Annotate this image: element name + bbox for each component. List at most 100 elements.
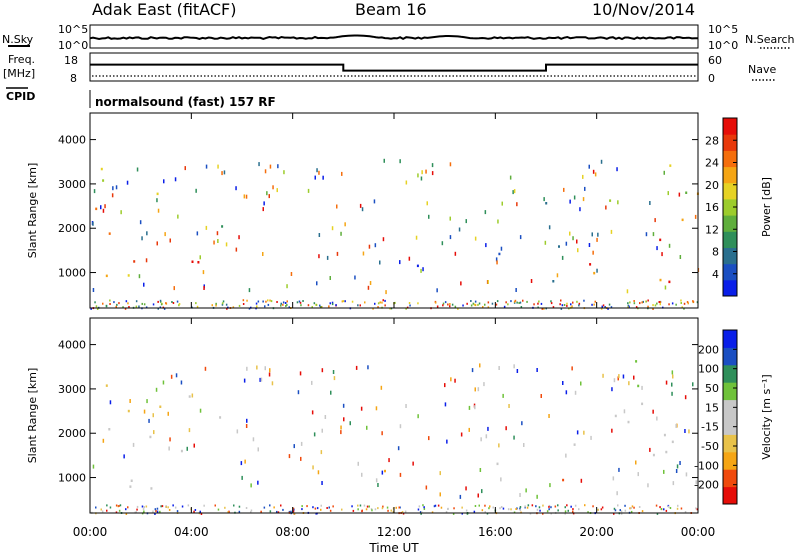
power-cell [105,305,108,308]
power-cell [138,305,140,308]
velocity-cell [616,491,618,496]
power-cell [195,302,197,305]
velocity-cell [548,508,550,511]
velocity-cell [273,506,275,509]
velocity-cell [437,504,440,507]
power-cell [178,304,180,307]
velocity-cell [481,489,483,494]
power-cell [152,303,155,306]
velocity-cell [299,371,302,376]
velocity-cell [630,507,632,510]
power-cell [582,174,584,179]
colorbar-tick-label: 16 [705,201,719,214]
power-cell [135,305,138,308]
velocity-cell [127,506,129,509]
power-cell [667,191,669,196]
power-cell [265,300,267,303]
power-cell [578,304,580,307]
velocity-cell [613,512,615,515]
power-cell [335,304,337,307]
velocity-cell [676,464,679,469]
power-cell [143,303,146,306]
velocity-cell [461,512,463,515]
velocity-cell [269,510,272,513]
power-cell [385,290,387,295]
colorbar-segment [723,486,737,505]
power-cell [563,187,565,192]
power-cell [519,235,522,240]
power-cell [408,256,411,261]
velocity-cell [479,468,482,472]
velocity-cell [381,507,384,510]
velocity-cell [317,470,320,475]
power-cell [242,303,245,305]
velocity-cell [382,505,384,508]
power-cell [656,246,658,251]
velocity-cell [421,511,423,514]
power-cell [156,198,158,203]
velocity-cell [320,450,323,455]
colorbar-segment [723,182,737,200]
power-cell [678,192,681,197]
power-cell [326,255,329,260]
power-cell [680,302,682,304]
power-cell [560,307,563,310]
velocity-cell [143,506,145,509]
velocity-cell [474,387,476,392]
velocity-cell [108,428,111,431]
velocity-cell [419,511,422,514]
power-cell [522,299,524,302]
velocity-cell [513,435,515,440]
colorbar-segment [723,330,737,348]
velocity-cell [667,505,670,508]
power-cell [495,257,498,262]
colorbar-tick-label: -50 [701,440,719,453]
velocity-cell [169,437,171,442]
velocity-cell [637,384,640,388]
velocity-cell [119,504,122,507]
power-cell [359,203,362,208]
velocity-cell [618,374,620,379]
velocity-cell [536,508,539,511]
power-cell [143,282,145,287]
velocity-cell [500,506,503,508]
velocity-cell [199,408,202,413]
velocity-cell [483,382,485,387]
velocity-cell [361,509,363,512]
velocity-cell [340,430,342,435]
power-cell [284,302,287,304]
velocity-cell [565,453,567,458]
power-cell [298,300,301,303]
power-cell [139,220,142,225]
power-cell [329,302,331,305]
velocity-cell [574,390,577,395]
power-cell [341,300,344,303]
velocity-cell [268,372,271,377]
power-cell [351,300,354,303]
velocity-cell [629,507,631,510]
velocity-cell [292,510,295,513]
power-cell [451,303,454,306]
x-tick-label: 08:00 [275,525,310,539]
velocity-cell [539,509,541,512]
power-cell [572,236,574,241]
power-cell [196,231,199,236]
power-cell [248,307,251,310]
power-cell [462,304,464,307]
power-cell [373,199,376,204]
velocity-cell [127,409,130,413]
velocity-cell [188,395,191,398]
power-cell [116,303,118,306]
power-cell [466,302,468,305]
x-axis-label: Time UT [368,541,419,554]
colorbar-segment [723,198,737,216]
velocity-cell [446,439,448,444]
power-cell [487,306,490,309]
colorbar-label: Velocity [m s⁻¹] [760,374,773,459]
power-cell [484,303,486,306]
power-cell [146,231,148,236]
power-cell [384,299,386,302]
power-cell [315,303,318,306]
power-cell [269,299,271,302]
power-cell [680,299,682,302]
